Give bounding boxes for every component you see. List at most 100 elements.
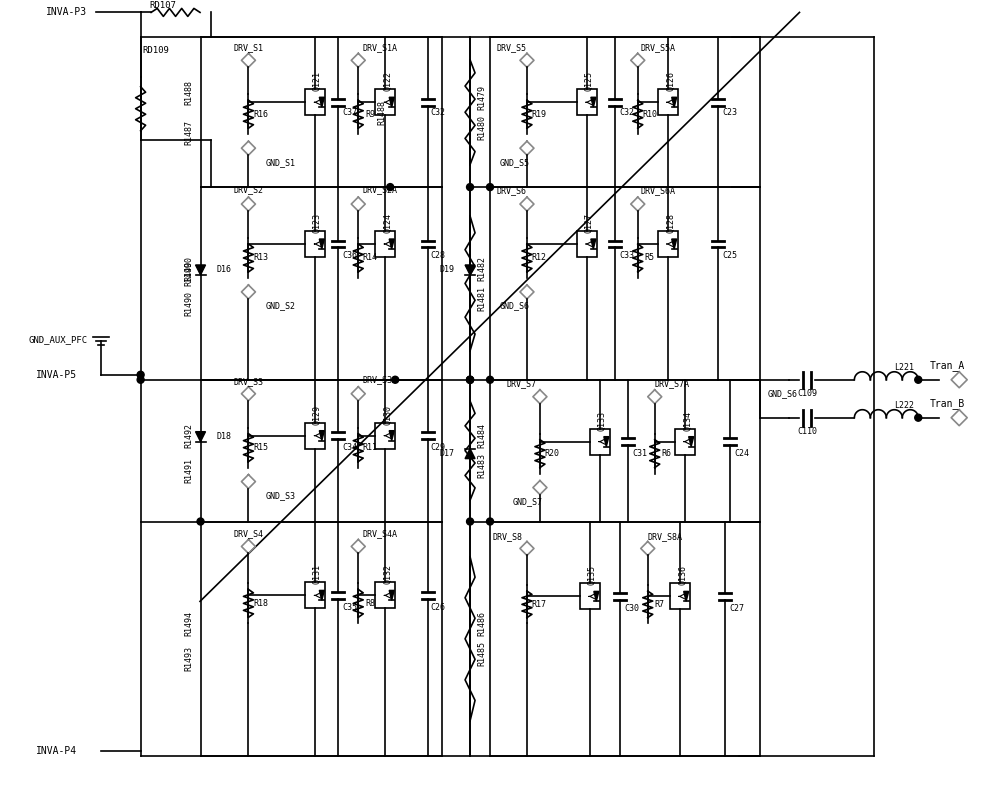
Circle shape [915,414,922,421]
Text: GND_S6: GND_S6 [768,389,798,398]
Text: C24: C24 [734,449,749,458]
Circle shape [467,518,474,525]
Text: C29: C29 [431,443,446,453]
Bar [375,231,395,257]
Polygon shape [465,448,475,458]
Text: DRV_S6: DRV_S6 [497,187,527,195]
Bar [577,89,597,115]
Text: D19: D19 [439,265,454,274]
Text: C27: C27 [729,604,744,613]
Text: DRV_S1: DRV_S1 [233,43,263,52]
Text: C33: C33 [619,251,634,260]
Text: DRV_S5: DRV_S5 [497,43,527,52]
Circle shape [137,376,144,384]
Polygon shape [689,436,694,447]
Text: GND_S5: GND_S5 [500,157,530,166]
Text: Q128: Q128 [666,213,675,233]
Polygon shape [684,591,689,602]
Text: L222: L222 [894,401,914,410]
Polygon shape [319,431,324,440]
Text: D17: D17 [439,449,454,458]
Bar [305,89,325,115]
Text: DRV_S2: DRV_S2 [233,186,263,195]
Text: DRV_S2A: DRV_S2A [363,186,398,195]
Text: R8: R8 [365,599,375,608]
Text: C110: C110 [797,427,817,436]
Text: D16: D16 [216,265,231,274]
Bar [577,231,597,257]
Text: C37: C37 [343,108,358,117]
Polygon shape [389,590,394,600]
Text: C34: C34 [343,443,358,453]
Bar [675,429,695,455]
Text: Q135: Q135 [587,565,596,586]
Bar [658,231,678,257]
Text: Q121: Q121 [313,71,322,92]
Text: R20: R20 [544,449,559,458]
Text: R1483: R1483 [478,453,487,478]
Polygon shape [672,97,677,107]
Text: R5: R5 [645,254,655,263]
Text: C31: C31 [632,449,647,458]
Text: Q133: Q133 [597,410,606,431]
Text: INVA-P4: INVA-P4 [36,746,77,756]
Text: L221: L221 [894,363,914,372]
Text: R1480: R1480 [478,114,487,139]
Text: R10: R10 [642,109,657,118]
Text: R13: R13 [253,254,268,263]
Bar [305,231,325,257]
Circle shape [467,376,474,384]
Text: R19: R19 [531,109,546,118]
Text: GND_S1: GND_S1 [265,157,295,166]
Text: R1492: R1492 [184,423,193,448]
Circle shape [137,371,144,378]
Text: R11: R11 [363,443,378,453]
Text: GND_S2: GND_S2 [265,302,295,311]
Text: R1482: R1482 [478,256,487,281]
Text: C109: C109 [797,389,817,398]
Text: R9: R9 [365,109,375,118]
Polygon shape [319,97,324,107]
Bar [305,423,325,448]
Text: Q123: Q123 [313,213,322,233]
Text: C23: C23 [722,108,737,117]
Circle shape [467,376,474,384]
Bar [375,89,395,115]
Text: Q126: Q126 [666,71,675,92]
Text: DRV_S7A: DRV_S7A [654,380,689,388]
Text: R14: R14 [363,254,378,263]
Text: C30: C30 [624,604,639,613]
Bar [670,583,690,609]
Text: DRV_S4: DRV_S4 [233,529,263,538]
Text: R1490: R1490 [184,261,193,286]
Text: DRV_S3A: DRV_S3A [363,375,398,384]
Circle shape [487,376,494,384]
Text: Q122: Q122 [384,71,393,92]
Text: C36: C36 [343,251,358,260]
Text: DRV_S5A: DRV_S5A [640,43,675,52]
Text: R1487: R1487 [184,120,193,144]
Circle shape [487,518,494,525]
Text: Q127: Q127 [584,213,593,233]
Polygon shape [319,590,324,600]
Text: R1490: R1490 [184,256,193,281]
Text: RD107: RD107 [149,1,176,10]
Bar [375,582,395,608]
Text: GND_S7: GND_S7 [513,497,543,506]
Text: C35: C35 [343,603,358,611]
Text: C32: C32 [431,108,446,117]
Circle shape [487,183,494,191]
Text: Q125: Q125 [584,71,593,92]
Text: Q136: Q136 [678,565,687,586]
Text: DRV_S1A: DRV_S1A [363,43,398,52]
Text: R1479: R1479 [478,85,487,109]
Text: Q134: Q134 [683,410,692,431]
Text: C26: C26 [431,603,446,611]
Text: DRV_S8A: DRV_S8A [647,532,682,541]
Text: Q129: Q129 [313,405,322,425]
Bar [375,423,395,448]
Text: DRV_S3: DRV_S3 [233,377,263,386]
Circle shape [197,518,204,525]
Polygon shape [672,239,677,249]
Bar [305,582,325,608]
